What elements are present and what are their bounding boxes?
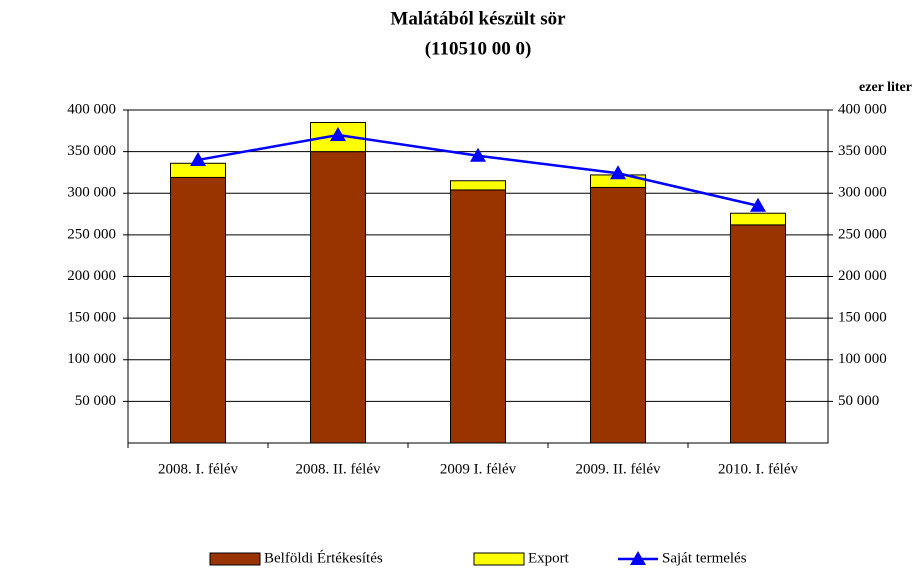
legend-swatch xyxy=(473,552,525,566)
line-marker xyxy=(470,147,486,162)
bar xyxy=(730,212,786,226)
y2-tick-label: 250 000 xyxy=(838,226,887,242)
y2-tick-label: 350 000 xyxy=(838,143,887,159)
line-marker xyxy=(610,165,626,180)
y-tick-label: 150 000 xyxy=(67,310,116,326)
y-tick-label: 200 000 xyxy=(67,268,116,284)
bar xyxy=(310,151,366,444)
y-tick-label: 300 000 xyxy=(67,185,116,201)
y2-tick-label: 400 000 xyxy=(838,101,887,117)
y2-tick-label: 200 000 xyxy=(838,268,887,284)
x-tick-label: 2009 I. félév xyxy=(440,461,517,477)
x-tick-label: 2009. II. félév xyxy=(576,461,661,477)
line-marker xyxy=(190,151,206,166)
legend-label: Saját termelés xyxy=(662,550,747,566)
y2-tick-label: 100 000 xyxy=(838,351,887,367)
legend-swatch xyxy=(209,552,261,566)
y-tick-label: 50 000 xyxy=(75,393,116,409)
chart-title: Malátából készült sör xyxy=(390,8,566,29)
legend-marker xyxy=(630,551,646,565)
y2-tick-label: 300 000 xyxy=(838,185,887,201)
y-tick-label: 400 000 xyxy=(67,101,116,117)
y-tick-label: 100 000 xyxy=(67,351,116,367)
x-tick-label: 2010. I. félév xyxy=(718,461,798,477)
y2-axis-label: ezer liter xyxy=(859,80,912,95)
bar xyxy=(170,176,226,444)
legend-label: Export xyxy=(528,550,570,566)
line-marker xyxy=(750,197,766,212)
legend-label: Belföldi Értékesítés xyxy=(264,549,383,566)
x-tick-label: 2008. I. félév xyxy=(158,461,238,477)
bar xyxy=(590,186,646,444)
bar xyxy=(450,189,506,444)
y2-tick-label: 150 000 xyxy=(838,310,887,326)
y-tick-label: 250 000 xyxy=(67,226,116,242)
chart-subtitle: (110510 00 0) xyxy=(425,38,532,59)
bar xyxy=(450,180,506,191)
line-marker xyxy=(330,126,346,141)
y-tick-label: 350 000 xyxy=(67,143,116,159)
x-tick-label: 2008. II. félév xyxy=(296,461,381,477)
y2-tick-label: 50 000 xyxy=(838,393,879,409)
bar xyxy=(730,224,786,444)
